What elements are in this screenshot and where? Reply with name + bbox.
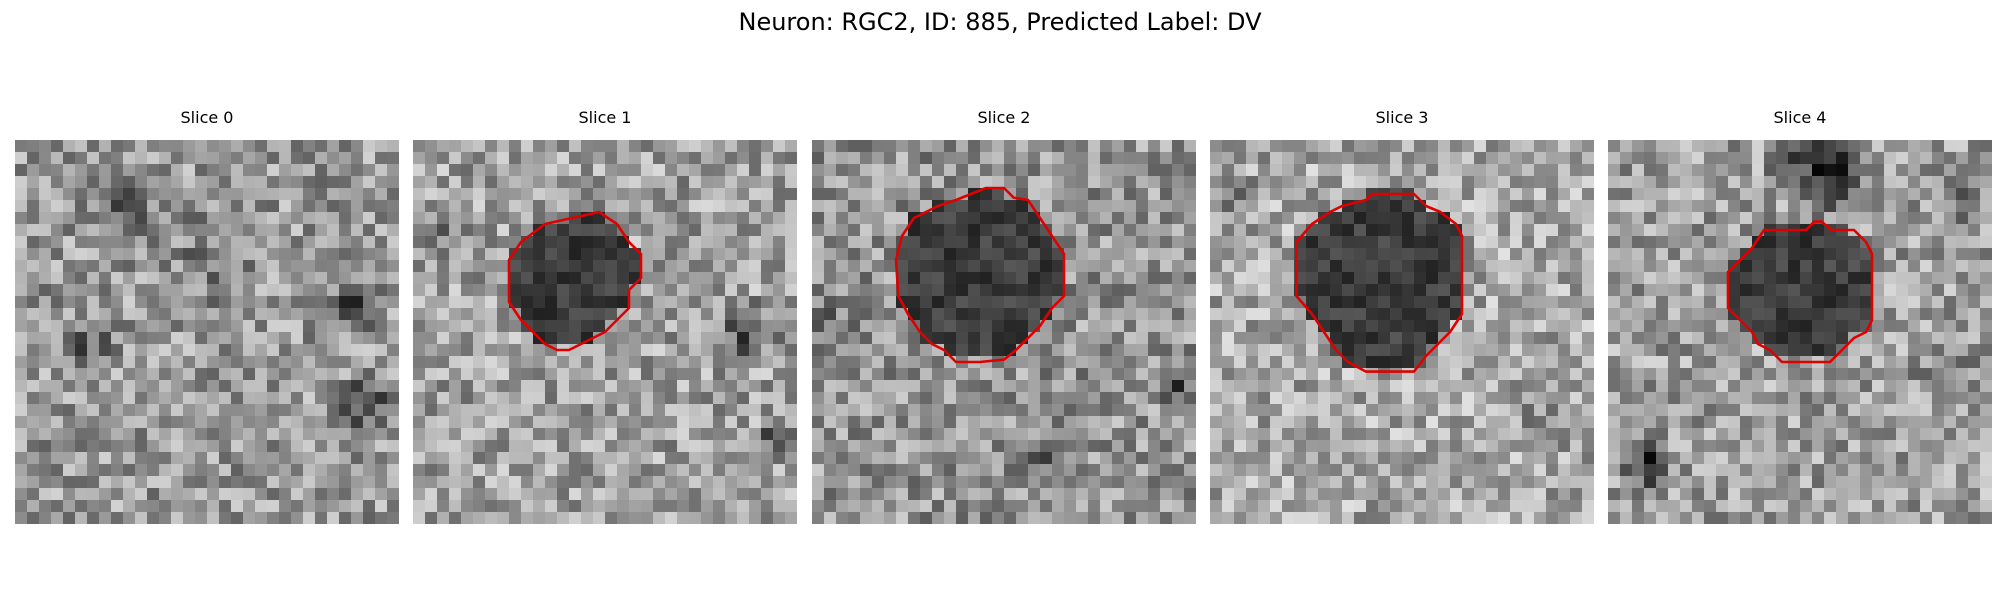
- slice-panel-2: Slice 2: [812, 108, 1196, 524]
- slice-title-1: Slice 1: [578, 108, 632, 127]
- slice-panel-4: Slice 4: [1608, 108, 1992, 524]
- cell-outline-2: [894, 186, 1066, 364]
- slice-panel-1: Slice 1: [413, 108, 797, 524]
- slice-image-0: [15, 140, 399, 524]
- slice-title-3: Slice 3: [1375, 108, 1429, 127]
- slice-image-1: [413, 140, 797, 524]
- slice-panel-3: Slice 3: [1210, 108, 1594, 524]
- slice-title-4: Slice 4: [1773, 108, 1827, 127]
- cell-outline-4: [1726, 220, 1874, 364]
- slice-image-4: [1608, 140, 1992, 524]
- cell-outline-3: [1295, 192, 1464, 373]
- cell-outline-1: [507, 210, 643, 352]
- slice-title-2: Slice 2: [977, 108, 1031, 127]
- slice-panel-0: Slice 0: [15, 108, 399, 524]
- figure-title: Neuron: RGC2, ID: 885, Predicted Label: …: [738, 8, 1262, 36]
- slice-image-2: [812, 140, 1196, 524]
- slice-image-3: [1210, 140, 1594, 524]
- slice-title-0: Slice 0: [180, 108, 234, 127]
